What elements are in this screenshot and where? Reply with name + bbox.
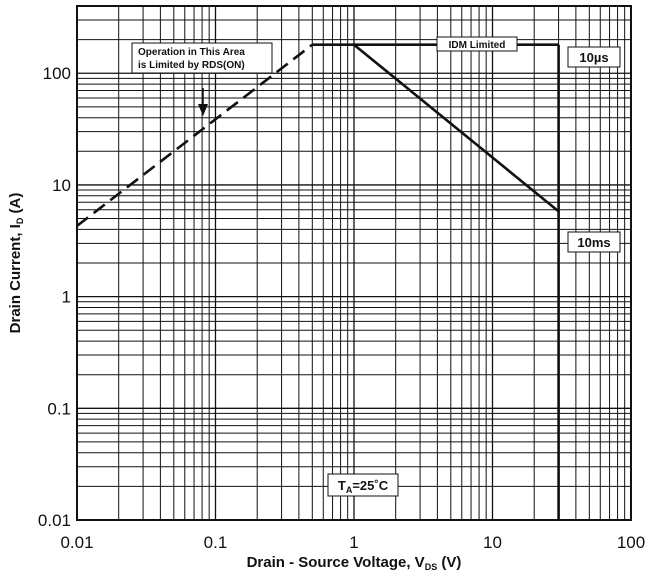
- y-tick-label: 0.01: [38, 511, 71, 530]
- x-axis-label-unit: (V): [437, 554, 461, 571]
- x-tick-label: 0.1: [204, 533, 228, 552]
- t10us-label-box: [567, 46, 621, 68]
- rds-annotation-line1: Operation in This Area: [138, 47, 245, 58]
- x-tick-label: 100: [617, 533, 645, 552]
- x-tick-label: 0.01: [60, 533, 93, 552]
- t10ms-label-box: [567, 231, 621, 253]
- grid-lines: [76, 5, 631, 521]
- idm-annotation: IDM Limited: [449, 40, 506, 51]
- y-axis-label-unit: (A): [7, 193, 24, 218]
- x-tick-label: 1: [349, 533, 358, 552]
- t10us-label: 10µs: [579, 50, 608, 65]
- rds-annotation-box: [131, 42, 273, 74]
- series-line-3: [353, 43, 560, 213]
- y-tick-label: 100: [43, 64, 71, 83]
- ta-label-box: [327, 473, 399, 497]
- idm-annotation-box: [436, 36, 518, 52]
- y-tick-label: 10: [52, 176, 71, 195]
- ta-rest: =25˚C: [352, 478, 388, 493]
- rds-arrowhead: [198, 104, 208, 116]
- ta-label: TA=25˚C: [338, 478, 389, 495]
- series-line-1: [76, 43, 314, 227]
- ta-sub: A: [346, 485, 353, 495]
- y-axis-label: Drain Current, ID (A): [7, 193, 25, 334]
- plot-frame: [76, 5, 632, 521]
- t10ms-label: 10ms: [577, 235, 610, 250]
- y-tick-label: 0.1: [47, 399, 71, 418]
- y-axis-label-main: Drain Current, I: [7, 224, 24, 333]
- x-axis-label: Drain - Source Voltage, VDS (V): [247, 554, 462, 572]
- ta-main: T: [338, 478, 346, 493]
- y-axis-label-sub: D: [15, 217, 25, 224]
- y-tick-labels: 0.01 0.1 1 10 100: [38, 64, 71, 530]
- series-layer: [76, 43, 560, 520]
- x-axis-label-main: Drain - Source Voltage, V: [247, 554, 425, 571]
- x-tick-labels: 0.01 0.1 1 10 100: [60, 533, 645, 552]
- y-tick-label: 1: [62, 288, 71, 307]
- rds-annotation-line2: is Limited by RDS(ON): [138, 60, 245, 71]
- x-tick-label: 10: [483, 533, 502, 552]
- x-axis-label-sub: DS: [425, 562, 438, 572]
